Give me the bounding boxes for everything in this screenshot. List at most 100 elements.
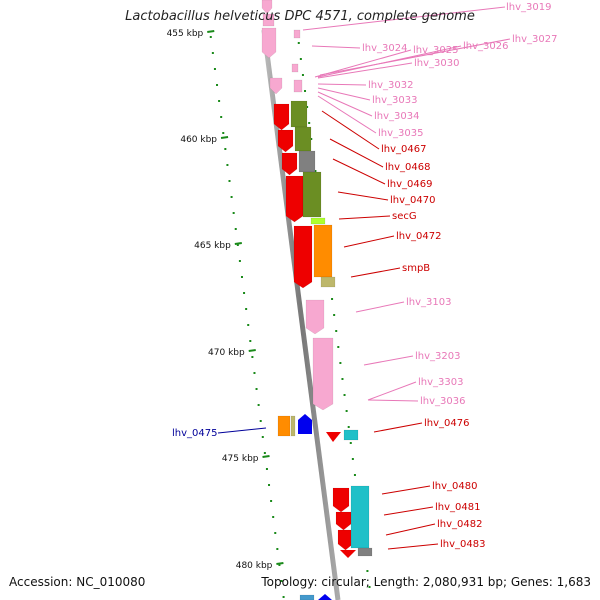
guide-dot-outer [222,132,225,134]
gene-label-lhv-3027[interactable]: lhv_3027 [512,34,557,45]
leader-line [350,267,401,278]
scale-tick [276,562,284,565]
guide-dot-outer [209,36,212,38]
guide-dot-inner [335,330,338,332]
gene-label-lhv-3026[interactable]: lhv_3026 [463,41,508,52]
gene-block-orange [313,224,333,278]
gene-label-lhv-3032[interactable]: lhv_3032 [368,80,413,91]
leader-line [311,45,361,49]
guide-dot-outer [234,228,237,230]
guide-dot-outer [261,436,264,438]
guide-dot-inner [339,362,342,364]
gene-label-lhv-0472[interactable]: lhv_0472 [396,231,441,242]
scale-tick [248,349,256,352]
gene-label-lhv-0469[interactable]: lhv_0469 [387,179,432,190]
guide-dot-inner [341,378,344,380]
leader-line [321,110,380,150]
guide-dot-outer [218,100,221,102]
gene-arrow-red [293,225,313,289]
gene-label-lhv-0481[interactable]: lhv_0481 [435,502,480,513]
gene-arrow-pink [305,299,325,335]
guide-dot-outer [245,308,248,310]
gene-label-lhv-0467[interactable]: lhv_0467 [381,144,426,155]
gene-label-lhv-3024[interactable]: lhv_3024 [362,43,407,54]
gene-label-lhv-0476[interactable]: lhv_0476 [424,418,469,429]
gene-label-secg[interactable]: secG [392,211,417,222]
guide-dot-inner [345,410,348,412]
guide-dot-inner [308,122,311,124]
leader-line [317,62,413,79]
gene-label-lhv-3203[interactable]: lhv_3203 [415,351,460,362]
gene-block-khaki [320,276,336,288]
guide-dot-inner [301,74,304,76]
guide-dot-inner [299,58,302,60]
guide-dot-inner [368,586,371,588]
gene-block-pink [291,63,299,73]
guide-dot-outer [238,260,241,262]
guide-dot-outer [272,516,275,518]
guide-dot-outer [278,564,281,566]
scale-tick-label: 460 kbp [180,135,217,145]
gene-label-lhv-0468[interactable]: lhv_0468 [385,162,430,173]
guide-dot-inner [347,426,350,428]
guide-dot-outer [270,500,273,502]
scale-tick [220,136,229,139]
gene-block-lime [310,217,326,225]
guide-dot-inner [304,90,307,92]
guide-dot-outer [280,580,283,582]
guide-dot-inner [333,314,336,316]
genome-summary: Topology: circular; Length: 2,080,931 bp… [261,575,591,589]
gene-label-lhv-0470[interactable]: lhv_0470 [390,195,435,206]
guide-dot-inner [297,42,300,44]
gene-labels: lhv_3019 lhv_3027 lhv_3026 lhv_3025 lhv_3024… [172,2,557,550]
gene-label-lhv-3103[interactable]: lhv_3103 [406,297,451,308]
gene-label-lhv-0475[interactable]: lhv_0475 [172,428,217,439]
gene-label-lhv-3303[interactable]: lhv_3303 [418,377,463,388]
guide-dot-outer [230,196,233,198]
leader-line [337,191,389,201]
gene-arrow-pink [312,337,334,411]
guide-dot-inner [343,394,346,396]
gene-label-lhv-3036[interactable]: lhv_3036 [420,396,465,407]
scale-tick-label: 470 kbp [208,348,245,358]
gene-label-lhv-3019[interactable]: lhv_3019 [506,2,551,13]
guide-dot-inner [353,474,356,476]
leader-line [314,49,412,78]
scale-ticks: 455 kbp 460 kbp 465 kbp 470 kbp 475 kbp 480 k… [167,29,284,571]
guide-dot-outer [282,596,285,598]
guide-dot-outer [224,148,227,150]
gene-label-lhv-0483[interactable]: lhv_0483 [440,539,485,550]
gene-label-lhv-0480[interactable]: lhv_0480 [432,481,477,492]
gene-label-lhv-3033[interactable]: lhv_3033 [372,95,417,106]
scale-tick-label: 475 kbp [222,454,259,464]
gene-label-lhv-3035[interactable]: lhv_3035 [378,128,423,139]
gene-label-lhv-3025[interactable]: lhv_3025 [413,45,458,56]
gene-label-smpb[interactable]: smpB [402,263,430,274]
guide-dot-inner [314,170,317,172]
guide-dot-outer [226,164,229,166]
gene-block-cyan [343,429,359,441]
guide-dot-outer [232,212,235,214]
guide-dot-outer [253,372,256,374]
leader-line [381,485,431,495]
scale-tick-label: 465 kbp [194,241,231,251]
guide-dot-outer [243,292,246,294]
gene-arrow-pink [261,27,277,59]
guide-dot-outer [251,356,254,358]
guide-dot-outer [276,548,279,550]
guide-dot-inner [306,106,309,108]
gene-block-gray [357,547,373,557]
leader-line [217,427,267,434]
guide-dot-outer [211,52,214,54]
leader-line [319,38,511,76]
gene-label-lhv-3034[interactable]: lhv_3034 [374,111,419,122]
leader-line [355,301,405,313]
gene-label-lhv-0482[interactable]: lhv_0482 [437,519,482,530]
guide-dot-outer [213,68,216,70]
guide-dot-inner [310,138,313,140]
guide-dot-outer [257,404,260,406]
guide-dot-outer [236,244,239,246]
gene-arrow-red [337,529,354,551]
gene-label-lhv-3030[interactable]: lhv_3030 [414,58,459,69]
